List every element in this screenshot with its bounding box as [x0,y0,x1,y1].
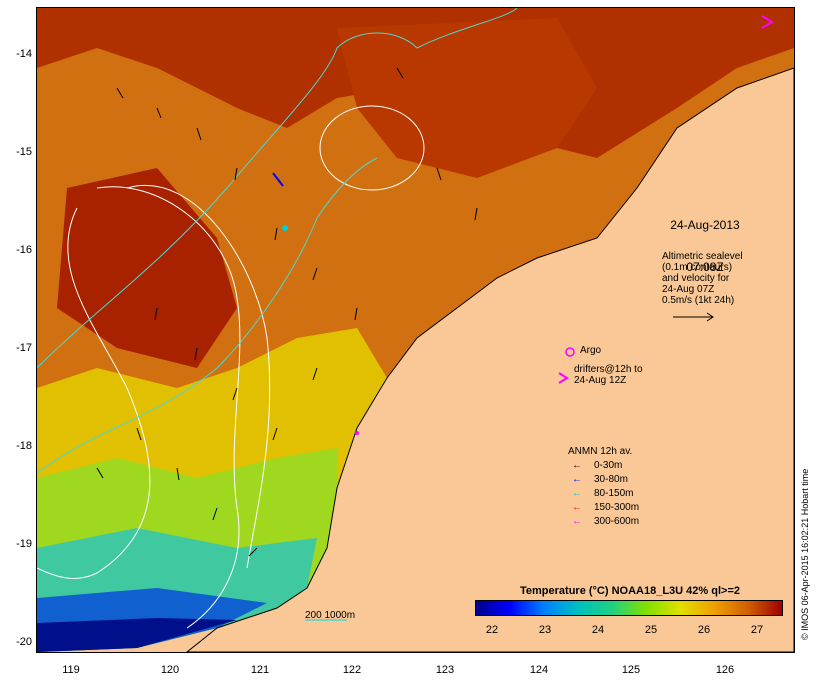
legend-label: 80-150m [594,488,634,499]
sst-map-graphic [37,8,794,652]
arrow-left-icon: ← [572,474,582,485]
lon-label: 121 [250,664,270,676]
legend-item: ← 30-80m [572,474,628,486]
colorbar-tick: 25 [644,624,658,636]
lat-label: -16 [16,244,32,256]
altimetry-note: Altimetric sealevel (0.1m contours) and … [662,251,743,306]
legend-label: 30-80m [594,474,628,485]
lon-label: 124 [529,664,549,676]
argo-label: Argo [580,345,602,356]
legend-label: 300-600m [594,516,640,527]
legend-label: 0-30m [594,460,623,471]
bathymetry-scale-label: 200 1000m [305,610,356,621]
moorings-legend-title: ANMN 12h av. [568,446,633,457]
lon-label: 125 [621,664,641,676]
arrow-left-icon: ← [572,516,582,527]
colorbar-tick: 24 [591,624,605,636]
lat-label: -20 [16,636,32,648]
time-text: 07:08Z [686,260,724,274]
arrow-left-icon: ← [572,488,582,499]
arrow-left-icon: ← [572,502,582,513]
lon-label: 120 [160,664,180,676]
credit-text: © IMOS 06-Apr-2015 16:02:21 Hobart time [800,468,810,640]
lat-label: -19 [16,538,32,550]
sst-map[interactable] [36,7,795,653]
date-stamp: 24-Aug-2013 07:08Z [655,190,755,288]
legend-item: ← 300-600m [572,516,639,528]
colorbar [475,600,783,616]
drifters-label: drifters@12h to 24-Aug 12Z [574,364,643,386]
date-text: 24-Aug-2013 [670,218,740,232]
legend-item: ← 0-30m [572,460,622,472]
colorbar-tick: 22 [485,624,499,636]
lat-label: -18 [16,440,32,452]
legend-item: ← 150-300m [572,502,639,514]
legend-label: 150-300m [594,502,640,513]
lat-label: -17 [16,342,32,354]
legend-item: ← 80-150m [572,488,633,500]
colorbar-title: Temperature (°C) NOAA18_L3U 42% ql>=2 [520,585,740,597]
colorbar-tick: 23 [538,624,552,636]
lon-label: 123 [435,664,455,676]
colorbar-tick: 26 [697,624,711,636]
lat-label: -14 [16,48,32,60]
colorbar-tick: 27 [750,624,764,636]
lon-label: 119 [62,664,80,676]
arrow-left-icon: ← [572,460,582,471]
lon-label: 122 [342,664,362,676]
lat-label: -15 [16,146,32,158]
lon-label: 126 [715,664,735,676]
